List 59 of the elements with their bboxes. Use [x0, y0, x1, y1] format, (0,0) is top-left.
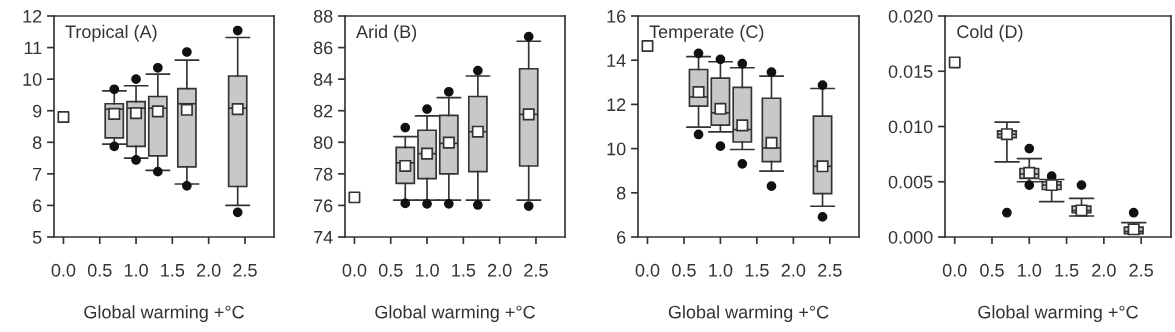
x-tick-label: 1.5	[161, 264, 185, 277]
y-tick-label: 0.005	[888, 175, 933, 189]
x-tick-label: 2.0	[781, 263, 806, 277]
x-tick-label: 0.5	[87, 263, 112, 277]
y-tick-label: 88	[313, 9, 333, 23]
y-tick-label: 14	[607, 54, 626, 67]
x-axis-title: Global warming +°C	[84, 305, 244, 323]
x-tick-label: 2.5	[524, 263, 548, 277]
y-tick-label: 74	[314, 231, 333, 244]
y-tick-label: 0.000	[888, 230, 933, 244]
y-tick-label: 9	[33, 104, 42, 118]
y-tick-label: 82	[313, 104, 333, 118]
y-tick-label: 10	[23, 73, 42, 86]
y-tick-label: 6	[33, 199, 42, 213]
y-tick-label: 6	[617, 230, 626, 244]
x-tick-label: 1.0	[124, 263, 148, 277]
x-tick-label: 0.0	[942, 263, 967, 277]
y-tick-label: 78	[314, 167, 333, 181]
x-tick-label: 1.5	[1055, 264, 1079, 277]
x-tick-label: 0.0	[635, 263, 660, 277]
chart-title: Arid (B)	[356, 24, 417, 42]
x-axis-title: Global warming +°C	[375, 305, 535, 323]
x-tick-label: 1.0	[709, 263, 733, 277]
x-axis-title: Global warming +°C	[978, 305, 1138, 323]
x-tick-label: 2.5	[1129, 263, 1153, 277]
y-tick-label: 0.015	[888, 65, 933, 78]
x-tick-label: 2.0	[197, 263, 221, 277]
x-tick-label: 2.5	[818, 263, 842, 277]
x-tick-label: 1.0	[1018, 263, 1042, 277]
x-tick-label: 2.0	[1092, 263, 1116, 277]
x-tick-label: 0.0	[51, 263, 76, 277]
y-tick-label: 12	[23, 9, 42, 23]
y-tick-label: 7	[33, 167, 42, 181]
x-tick-label: 0.5	[378, 263, 403, 277]
y-tick-label: 0.020	[888, 9, 933, 23]
x-tick-label: 2.5	[233, 263, 257, 277]
y-tick-label: 5	[32, 231, 42, 244]
x-tick-label: 1.5	[745, 264, 769, 277]
chart-title: Tropical (A)	[65, 24, 157, 42]
y-tick-label: 8	[32, 136, 42, 150]
y-tick-label: 80	[313, 136, 333, 150]
y-tick-label: 16	[607, 9, 626, 23]
y-tick-label: 86	[313, 41, 333, 55]
x-tick-label: 1.5	[452, 264, 476, 277]
y-tick-label: 0.010	[888, 120, 933, 134]
x-axis-title: Global warming +°C	[668, 305, 829, 323]
x-tick-label: 0.5	[672, 263, 696, 277]
y-tick-label: 12	[607, 98, 626, 111]
y-tick-label: 84	[313, 73, 333, 86]
x-tick-label: 0.5	[980, 263, 1004, 277]
y-tick-label: 76	[314, 199, 333, 213]
y-tick-label: 11	[24, 41, 42, 55]
x-tick-label: 2.0	[488, 263, 512, 277]
y-tick-label: 8	[616, 186, 626, 200]
x-tick-label: 1.0	[415, 263, 439, 277]
chart-title: Temperate (C)	[649, 24, 764, 42]
x-tick-label: 0.0	[342, 263, 367, 277]
y-tick-label: 10	[607, 142, 626, 156]
chart-title: Cold (D)	[957, 24, 1023, 42]
